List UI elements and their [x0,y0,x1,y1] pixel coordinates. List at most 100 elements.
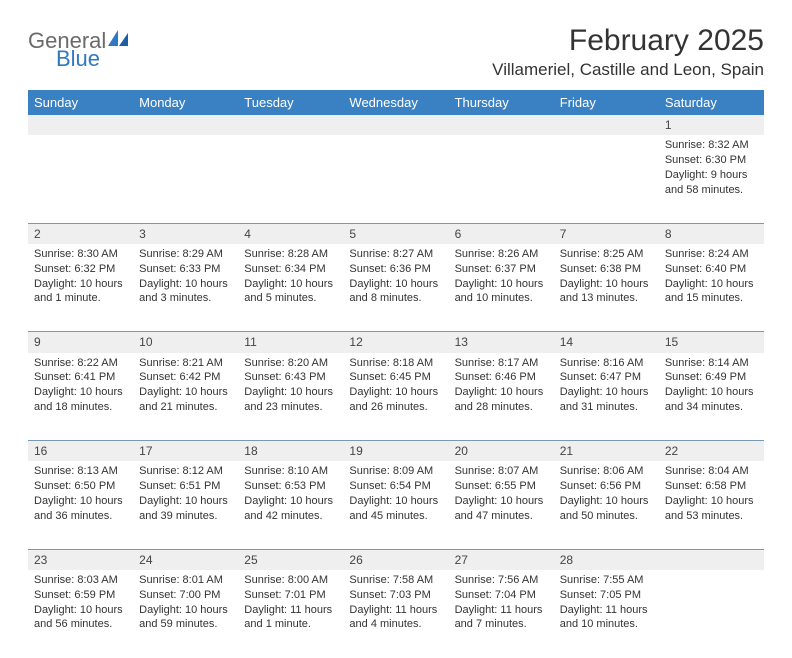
day-number [133,115,238,135]
day-number: 10 [133,332,238,353]
daylight-text: Daylight: 10 hours and 13 minutes. [560,277,653,307]
day-number: 15 [659,332,764,353]
day-cell: Sunrise: 8:07 AMSunset: 6:55 PMDaylight:… [449,461,554,549]
day-cell [238,135,343,223]
day-cell-body: Sunrise: 8:22 AMSunset: 6:41 PMDaylight:… [28,353,133,421]
day-number: 1 [659,115,764,135]
sunrise-text: Sunrise: 8:29 AM [139,247,232,262]
day-cell-body [133,135,238,144]
day-cell-body: Sunrise: 8:20 AMSunset: 6:43 PMDaylight:… [238,353,343,421]
weekday-thursday: Thursday [449,90,554,115]
logo: General Blue [28,24,130,70]
day-cell-body: Sunrise: 8:06 AMSunset: 6:56 PMDaylight:… [554,461,659,529]
sunset-text: Sunset: 6:51 PM [139,479,232,494]
sunrise-text: Sunrise: 8:07 AM [455,464,548,479]
sunset-text: Sunset: 6:50 PM [34,479,127,494]
day-cell-body [659,570,764,579]
day-cell: Sunrise: 8:25 AMSunset: 6:38 PMDaylight:… [554,244,659,332]
daylight-text: Daylight: 10 hours and 10 minutes. [455,277,548,307]
daylight-text: Daylight: 10 hours and 8 minutes. [349,277,442,307]
day-cell-body: Sunrise: 8:04 AMSunset: 6:58 PMDaylight:… [659,461,764,529]
sunset-text: Sunset: 6:53 PM [244,479,337,494]
week-row: Sunrise: 8:30 AMSunset: 6:32 PMDaylight:… [28,244,764,332]
weekday-wednesday: Wednesday [343,90,448,115]
sunset-text: Sunset: 6:47 PM [560,370,653,385]
sunset-text: Sunset: 6:34 PM [244,262,337,277]
day-number: 3 [133,223,238,244]
day-number: 25 [238,549,343,570]
day-number: 4 [238,223,343,244]
day-number: 9 [28,332,133,353]
day-number [449,115,554,135]
day-cell: Sunrise: 8:20 AMSunset: 6:43 PMDaylight:… [238,353,343,441]
daylight-text: Daylight: 9 hours and 58 minutes. [665,168,758,198]
logo-sail-icon [108,30,130,52]
day-cell [133,135,238,223]
daynum-row: 16171819202122 [28,441,764,462]
sunset-text: Sunset: 7:04 PM [455,588,548,603]
week-row: Sunrise: 8:03 AMSunset: 6:59 PMDaylight:… [28,570,764,658]
sunset-text: Sunset: 7:00 PM [139,588,232,603]
daylight-text: Daylight: 10 hours and 23 minutes. [244,385,337,415]
daylight-text: Daylight: 10 hours and 39 minutes. [139,494,232,524]
day-cell: Sunrise: 8:17 AMSunset: 6:46 PMDaylight:… [449,353,554,441]
day-cell: Sunrise: 7:56 AMSunset: 7:04 PMDaylight:… [449,570,554,658]
daylight-text: Daylight: 10 hours and 21 minutes. [139,385,232,415]
day-cell-body: Sunrise: 8:30 AMSunset: 6:32 PMDaylight:… [28,244,133,312]
location-subtitle: Villameriel, Castille and Leon, Spain [492,60,764,80]
day-number: 6 [449,223,554,244]
day-cell-body: Sunrise: 8:00 AMSunset: 7:01 PMDaylight:… [238,570,343,638]
sunrise-text: Sunrise: 8:27 AM [349,247,442,262]
day-number: 12 [343,332,448,353]
day-number: 8 [659,223,764,244]
day-cell: Sunrise: 8:28 AMSunset: 6:34 PMDaylight:… [238,244,343,332]
daylight-text: Daylight: 10 hours and 56 minutes. [34,603,127,633]
day-number [28,115,133,135]
daylight-text: Daylight: 10 hours and 1 minute. [34,277,127,307]
sunset-text: Sunset: 6:41 PM [34,370,127,385]
sunset-text: Sunset: 6:43 PM [244,370,337,385]
page-header: General Blue February 2025 Villameriel, … [28,24,764,80]
day-cell-body: Sunrise: 8:16 AMSunset: 6:47 PMDaylight:… [554,353,659,421]
day-cell-body: Sunrise: 8:29 AMSunset: 6:33 PMDaylight:… [133,244,238,312]
sunrise-text: Sunrise: 8:16 AM [560,356,653,371]
sunrise-text: Sunrise: 8:30 AM [34,247,127,262]
daynum-row: 232425262728 [28,549,764,570]
day-number: 14 [554,332,659,353]
day-cell-body [554,135,659,144]
sunset-text: Sunset: 6:38 PM [560,262,653,277]
sunset-text: Sunset: 6:33 PM [139,262,232,277]
sunrise-text: Sunrise: 8:06 AM [560,464,653,479]
day-cell-body: Sunrise: 8:03 AMSunset: 6:59 PMDaylight:… [28,570,133,638]
day-number: 5 [343,223,448,244]
day-cell-body: Sunrise: 8:17 AMSunset: 6:46 PMDaylight:… [449,353,554,421]
sunrise-text: Sunrise: 8:32 AM [665,138,758,153]
day-number: 27 [449,549,554,570]
day-cell: Sunrise: 8:03 AMSunset: 6:59 PMDaylight:… [28,570,133,658]
daylight-text: Daylight: 10 hours and 18 minutes. [34,385,127,415]
day-cell-body: Sunrise: 8:10 AMSunset: 6:53 PMDaylight:… [238,461,343,529]
sunset-text: Sunset: 6:36 PM [349,262,442,277]
daynum-row: 1 [28,115,764,135]
day-cell-body: Sunrise: 7:58 AMSunset: 7:03 PMDaylight:… [343,570,448,638]
day-cell: Sunrise: 8:18 AMSunset: 6:45 PMDaylight:… [343,353,448,441]
sunset-text: Sunset: 6:37 PM [455,262,548,277]
day-cell-body: Sunrise: 8:09 AMSunset: 6:54 PMDaylight:… [343,461,448,529]
day-cell: Sunrise: 8:13 AMSunset: 6:50 PMDaylight:… [28,461,133,549]
sunset-text: Sunset: 6:45 PM [349,370,442,385]
sunrise-text: Sunrise: 8:22 AM [34,356,127,371]
day-cell-body: Sunrise: 8:28 AMSunset: 6:34 PMDaylight:… [238,244,343,312]
calendar-body: 1Sunrise: 8:32 AMSunset: 6:30 PMDaylight… [28,115,764,658]
sunrise-text: Sunrise: 7:56 AM [455,573,548,588]
week-row: Sunrise: 8:32 AMSunset: 6:30 PMDaylight:… [28,135,764,223]
day-cell: Sunrise: 8:30 AMSunset: 6:32 PMDaylight:… [28,244,133,332]
day-number: 7 [554,223,659,244]
daylight-text: Daylight: 10 hours and 28 minutes. [455,385,548,415]
day-cell-body: Sunrise: 8:18 AMSunset: 6:45 PMDaylight:… [343,353,448,421]
sunset-text: Sunset: 6:42 PM [139,370,232,385]
day-cell [28,135,133,223]
daylight-text: Daylight: 10 hours and 42 minutes. [244,494,337,524]
daylight-text: Daylight: 10 hours and 34 minutes. [665,385,758,415]
day-number: 19 [343,441,448,462]
day-cell: Sunrise: 8:24 AMSunset: 6:40 PMDaylight:… [659,244,764,332]
